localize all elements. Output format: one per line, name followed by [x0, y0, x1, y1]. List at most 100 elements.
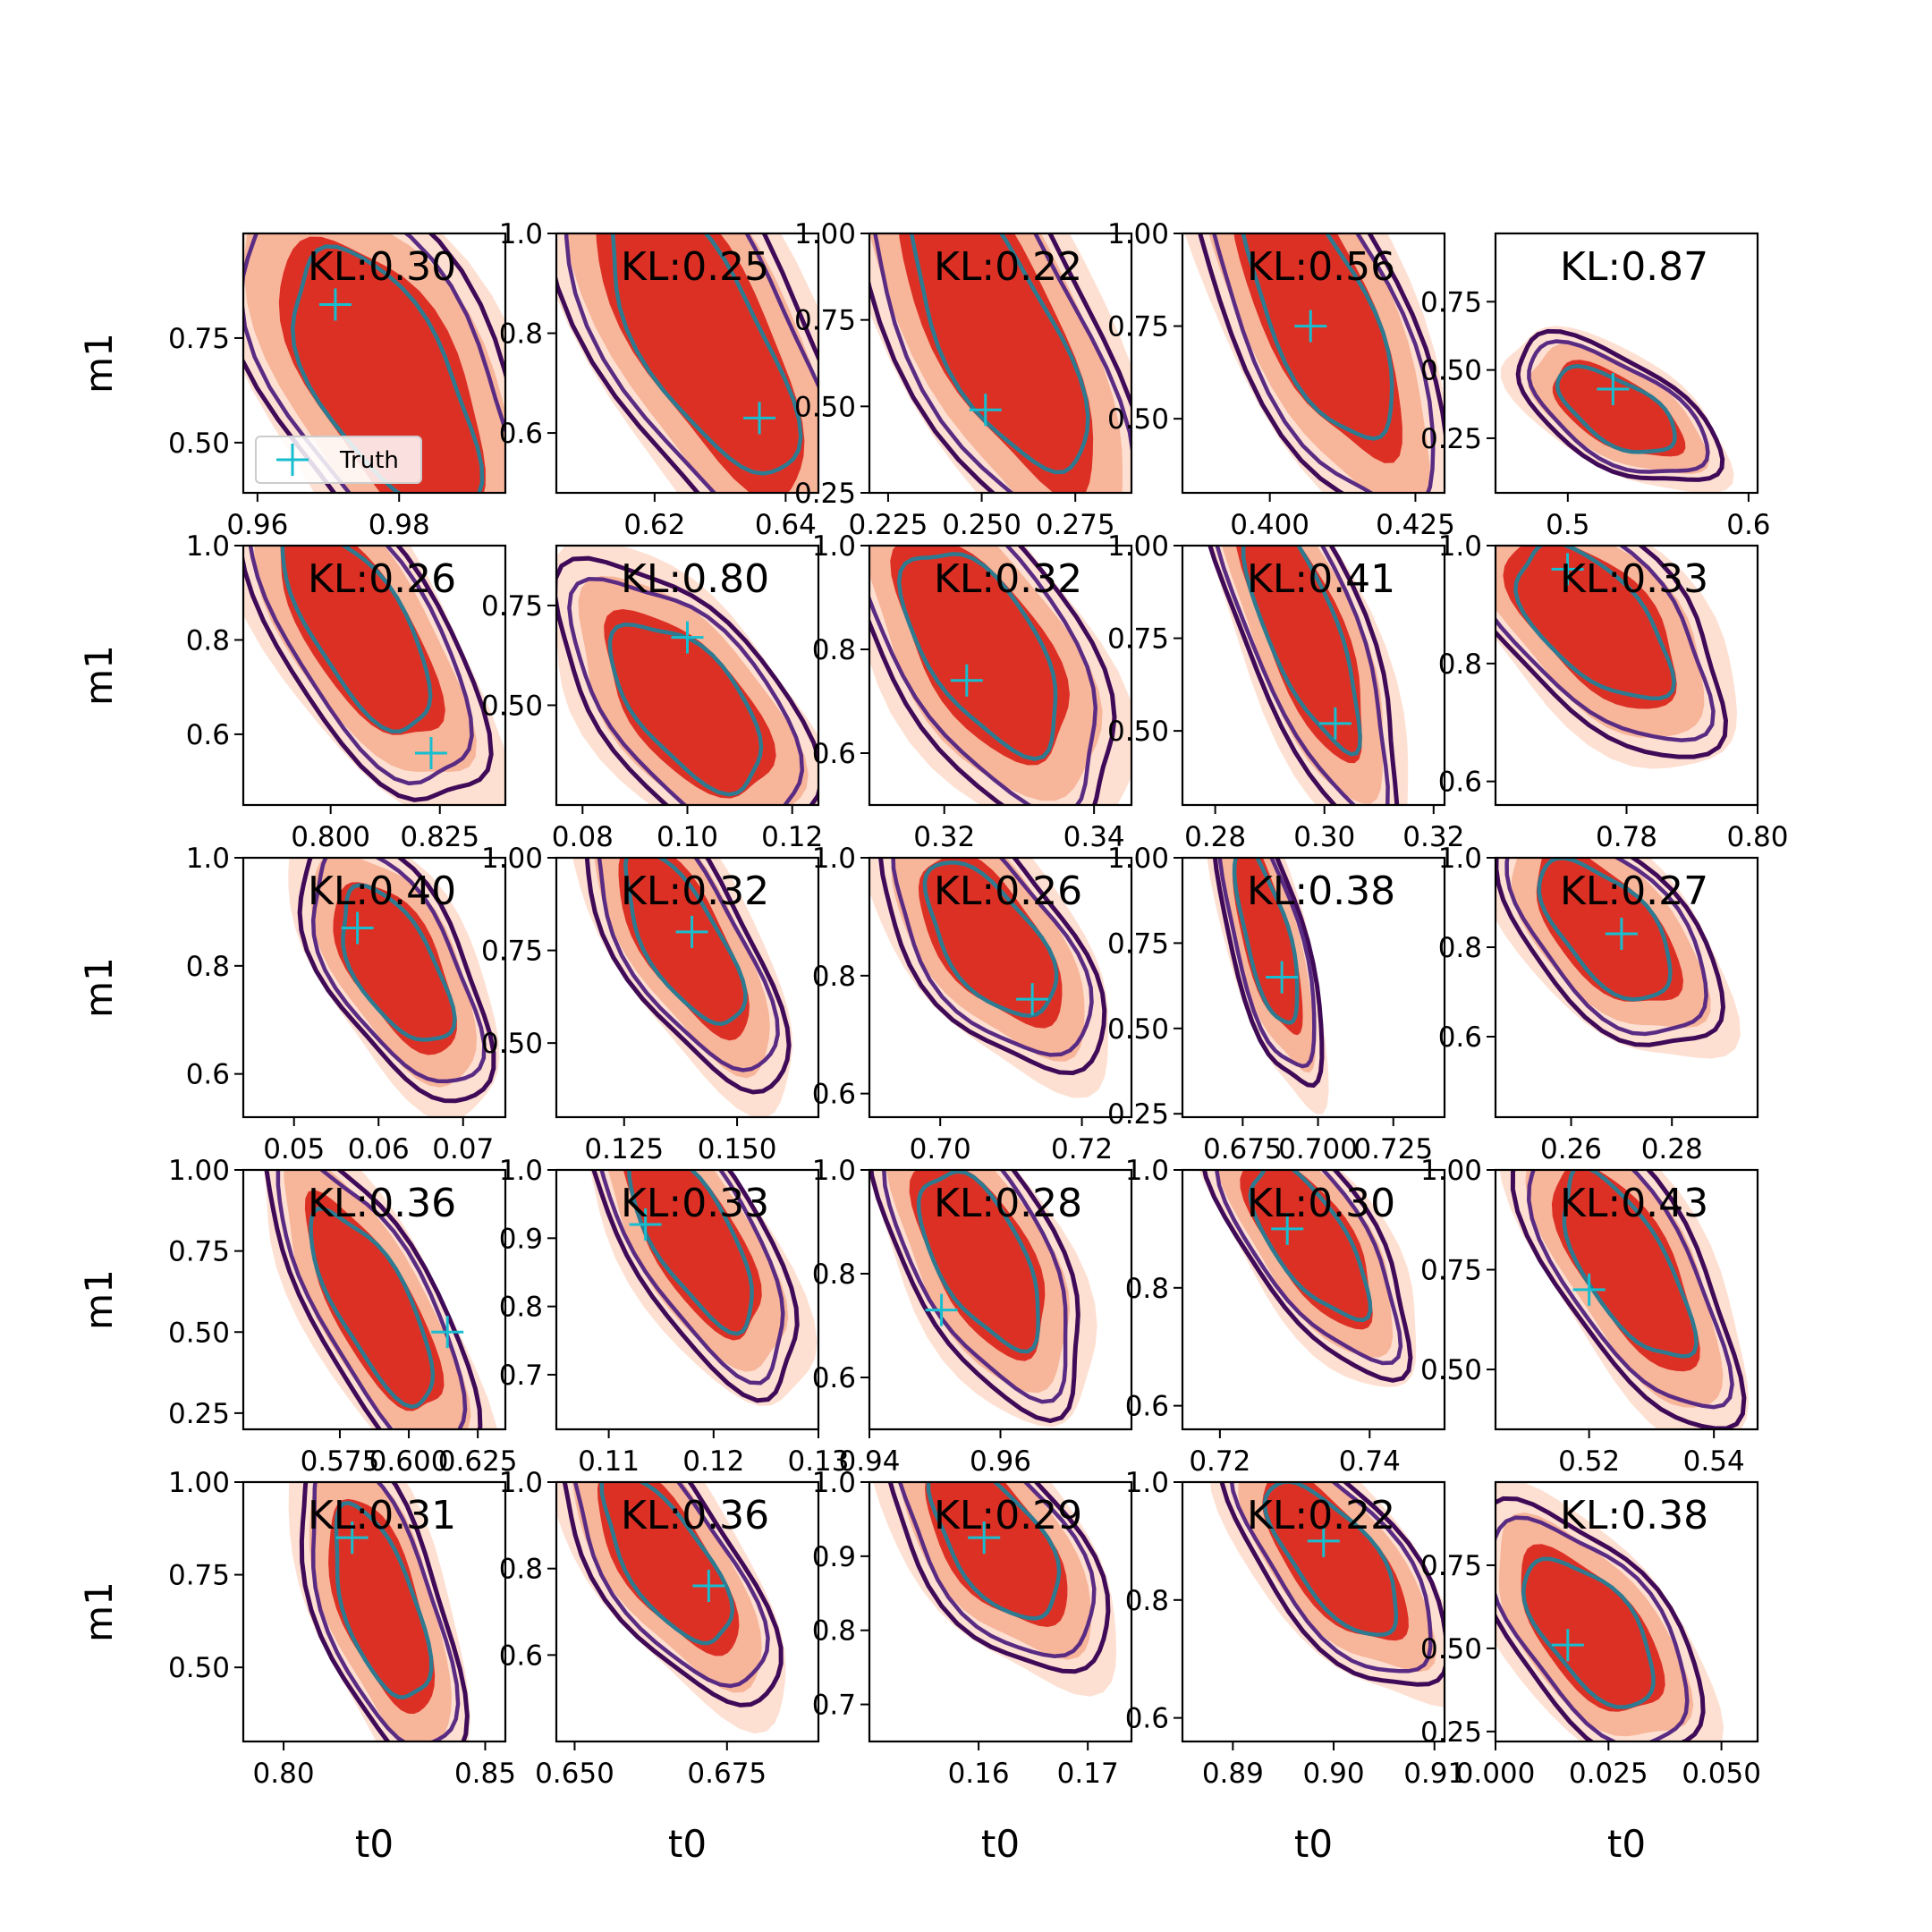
- x-tick-label: 0.52: [1558, 1445, 1620, 1478]
- line-contour-outer: [297, 858, 496, 1104]
- line-contour-inner: [1555, 364, 1677, 454]
- x-tick-label: 0.000: [1456, 1758, 1536, 1790]
- filled-density-level-3: [1551, 1170, 1700, 1372]
- y-tick-label: 1.0: [186, 530, 230, 563]
- density-contours: [556, 546, 818, 805]
- y-tick-label: 0.50: [1107, 403, 1169, 436]
- line-contour-outer: [1212, 858, 1325, 1089]
- x-tick-label: 0.78: [1596, 821, 1657, 853]
- line-contour-inner: [1521, 1556, 1656, 1709]
- y-tick-label: 0.8: [1125, 1585, 1169, 1617]
- truth-marker: [318, 288, 352, 321]
- kl-annotation: KL:0.26: [308, 556, 456, 602]
- x-tick-label: 0.575: [301, 1445, 380, 1478]
- truth-marker: [335, 1521, 369, 1555]
- kl-annotation: KL:0.32: [621, 869, 769, 914]
- kl-annotation: KL:0.22: [1247, 1493, 1395, 1538]
- x-tick-label: 0.74: [1339, 1445, 1401, 1478]
- kl-annotation: KL:0.32: [934, 556, 1082, 602]
- x-tick-label: 0.64: [755, 509, 817, 541]
- filled-density-level-3: [1521, 1544, 1665, 1712]
- y-tick-label: 0.50: [1420, 1633, 1482, 1665]
- density-contours: [572, 858, 792, 1117]
- panel-22: 0.650 0.675 0.6 0.8 1.0 KL:0.36: [499, 1467, 820, 1790]
- kl-annotation: KL:0.43: [1560, 1181, 1708, 1226]
- density-contours: [264, 1170, 497, 1429]
- density-contours: [869, 233, 1131, 493]
- panel-9: 0.28 0.30 0.32 0.50 0.75 1.00 KL:0.41: [1107, 530, 1464, 853]
- kl-annotation: KL:0.28: [934, 1181, 1082, 1226]
- truth-marker: [1597, 373, 1630, 405]
- y-tick-label: 1.0: [812, 530, 856, 563]
- axes-frame: [868, 856, 1133, 1119]
- y-tick-label: 0.8: [186, 951, 230, 983]
- x-axis-label: t0: [981, 1822, 1020, 1866]
- truth-marker: [1572, 1273, 1606, 1306]
- line-contour-middle: [567, 577, 805, 805]
- y-tick-label: 0.75: [1107, 311, 1169, 343]
- x-tick-label: 0.275: [1036, 509, 1115, 541]
- y-tick-label: 0.75: [481, 590, 543, 623]
- x-tick-label: 0.11: [578, 1445, 640, 1478]
- y-tick-label: 0.75: [168, 323, 230, 355]
- panel-2: 0.62 0.64 0.6 0.8 1.0 KL:0.25: [499, 218, 820, 541]
- panel-5: 0.5 0.6 0.25 0.50 0.75 KL:0.87: [1420, 232, 1771, 541]
- line-contour-outer: [869, 1170, 1080, 1424]
- y-tick-label: 0.9: [499, 1223, 543, 1255]
- y-axis-label: m1: [77, 333, 121, 394]
- filled-density-level-3: [1233, 233, 1402, 463]
- y-tick-label: 0.6: [499, 418, 543, 450]
- line-contour-inner: [334, 1501, 434, 1699]
- x-tick-label: 0.91: [1403, 1758, 1465, 1790]
- line-contour-middle: [869, 546, 1098, 805]
- y-tick-label: 1.00: [794, 218, 856, 250]
- line-contour-outer: [869, 546, 1117, 805]
- line-contour-outer: [869, 233, 1131, 493]
- kl-annotation: KL:0.38: [1247, 869, 1395, 914]
- x-tick-label: 0.625: [438, 1445, 518, 1478]
- kl-annotation: KL:0.80: [621, 556, 769, 602]
- line-contour-inner: [926, 1482, 1062, 1621]
- filled-density-level-3: [1240, 1170, 1373, 1330]
- panel-11: 0.05 0.06 0.07 0.6 0.8 1.0 KL:0.40: [186, 843, 507, 1165]
- y-tick-label: 0.6: [1438, 767, 1482, 799]
- density-contours: [589, 1170, 818, 1406]
- line-contour-middle: [891, 858, 1094, 1057]
- x-tick-label: 0.85: [454, 1758, 516, 1790]
- y-tick-label: 0.50: [481, 1028, 543, 1060]
- axes-frame: [242, 232, 507, 495]
- panel-1: 0.96 0.98 0.50 0.75 KL:0.30 Truth: [168, 232, 507, 541]
- density-contours: [1207, 858, 1329, 1114]
- axes-frame: [868, 544, 1133, 807]
- x-tick-label: 0.96: [970, 1445, 1031, 1478]
- x-tick-label: 0.06: [348, 1133, 410, 1165]
- line-contour-inner: [1232, 858, 1300, 1025]
- line-contour-middle: [572, 1482, 770, 1689]
- filled-density-level-3: [1236, 546, 1362, 764]
- kl-annotation: KL:0.30: [1247, 1181, 1395, 1226]
- y-tick-label: 1.0: [499, 1467, 543, 1499]
- axis-labels-layer: m1 m1 m1 m1 m1 t0 t0 t0 t0 t0: [77, 333, 1646, 1866]
- filled-density-level-3: [623, 1170, 762, 1341]
- y-tick-label: 0.75: [1107, 623, 1169, 656]
- x-axis-label: t0: [1294, 1822, 1333, 1866]
- axes-frame: [555, 1480, 820, 1743]
- line-contour-inner: [623, 858, 748, 1026]
- x-tick-label: 0.94: [838, 1445, 900, 1478]
- y-tick-label: 0.25: [1420, 1716, 1482, 1749]
- axes-frame: [242, 856, 507, 1119]
- line-contour-inner: [610, 233, 803, 476]
- kl-annotation: KL:0.29: [934, 1493, 1082, 1538]
- y-tick-label: 1.0: [499, 1155, 543, 1187]
- truth-marker: [1318, 707, 1352, 740]
- x-tick-label: 0.89: [1202, 1758, 1264, 1790]
- y-tick-label: 0.50: [1107, 716, 1169, 748]
- x-tick-label: 0.825: [400, 821, 479, 853]
- density-contours: [873, 1482, 1117, 1697]
- y-tick-label: 1.00: [481, 843, 543, 875]
- x-tick-label: 0.26: [1540, 1133, 1602, 1165]
- y-axis-label: m1: [77, 1269, 121, 1330]
- y-tick-label: 0.25: [168, 1398, 230, 1430]
- filled-density-level-3: [618, 858, 750, 1041]
- y-axis-label: m1: [77, 957, 121, 1018]
